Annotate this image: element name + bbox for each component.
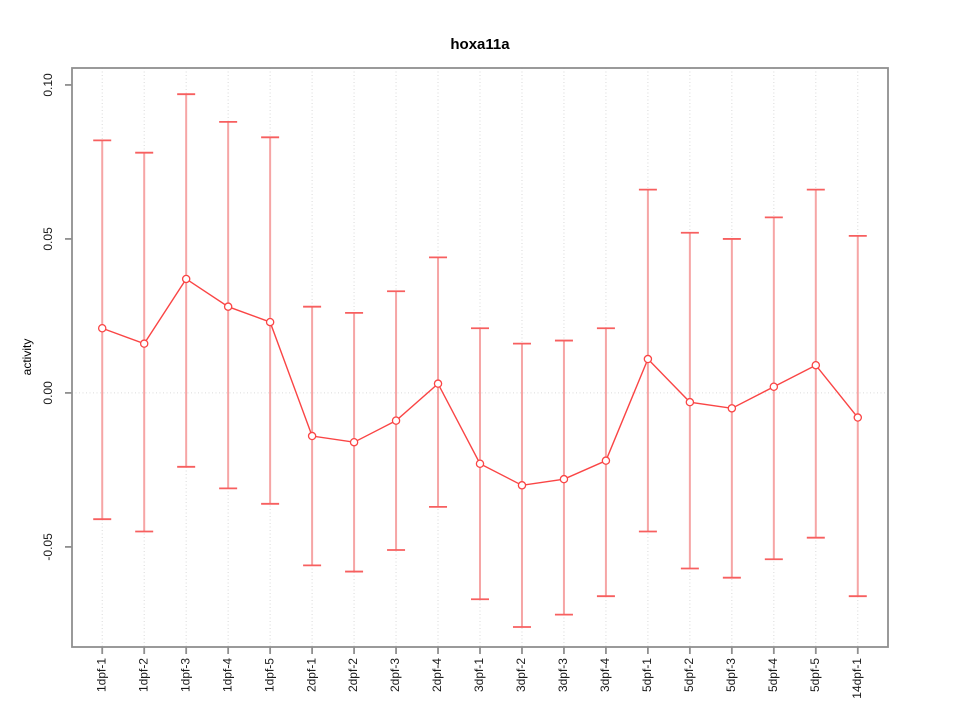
y-tick-label: 0.05 <box>41 227 55 251</box>
x-tick-label: 2dpf-2 <box>346 658 360 692</box>
data-point-marker <box>853 413 863 422</box>
y-tick-label: 0.00 <box>41 381 55 405</box>
data-point-marker <box>685 397 695 407</box>
data-point-marker <box>769 382 779 392</box>
x-tick-label: 1dpf-1 <box>94 658 108 692</box>
x-tick-label: 2dpf-4 <box>430 658 444 692</box>
x-tick-label: 5dpf-1 <box>640 658 654 692</box>
x-tick-label: 3dpf-3 <box>556 658 570 692</box>
x-tick-label: 1dpf-2 <box>136 658 150 692</box>
x-tick-label: 1dpf-5 <box>262 658 276 692</box>
data-point-marker <box>139 339 149 348</box>
chart-title: hoxa11a <box>450 36 510 53</box>
y-tick-label: 0.10 <box>41 73 55 97</box>
x-tick-label: 5dpf-4 <box>766 658 780 692</box>
data-point-marker <box>811 360 821 370</box>
data-point-marker <box>265 317 275 327</box>
x-tick-label: 5dpf-5 <box>808 658 822 692</box>
data-point-marker <box>727 404 737 413</box>
data-point-marker <box>349 437 359 447</box>
data-point-marker <box>97 323 107 333</box>
x-tick-label: 2dpf-1 <box>304 658 318 692</box>
x-tick-label: 5dpf-2 <box>682 658 696 692</box>
data-point-marker <box>601 456 611 465</box>
data-point-marker <box>181 274 191 284</box>
x-tick-label: 14dpf-1 <box>850 658 864 699</box>
data-point-marker <box>559 474 569 484</box>
data-point-marker <box>307 431 317 441</box>
data-point-marker <box>517 481 527 490</box>
x-tick-label: 3dpf-2 <box>514 658 528 692</box>
x-tick-label: 5dpf-3 <box>724 658 738 692</box>
data-point-marker <box>643 354 653 364</box>
data-point-marker <box>433 379 443 388</box>
x-tick-label: 3dpf-4 <box>598 658 612 692</box>
data-point-marker <box>223 302 233 311</box>
y-tick-label: -0.05 <box>41 533 55 561</box>
data-point-marker <box>475 459 485 469</box>
x-tick-label: 1dpf-4 <box>220 658 234 692</box>
x-tick-label: 2dpf-3 <box>388 658 402 692</box>
x-tick-label: 1dpf-3 <box>178 658 192 692</box>
data-point-marker <box>391 416 401 425</box>
x-tick-label: 3dpf-1 <box>472 658 486 692</box>
